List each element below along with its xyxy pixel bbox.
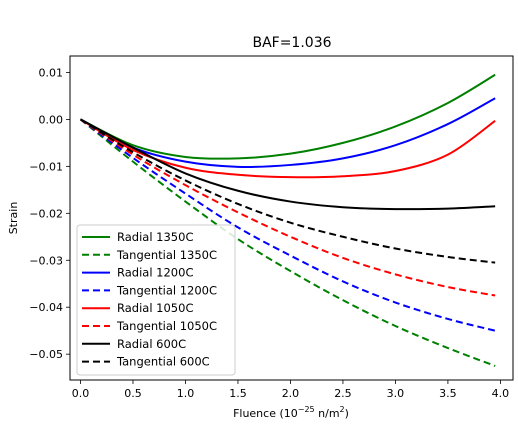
x-tick-label: 2.0 <box>282 387 300 400</box>
y-tick-label: 0.00 <box>39 113 64 126</box>
series-line-0 <box>80 73 496 160</box>
y-axis-label: Strain <box>7 202 20 235</box>
legend-label: Tangential 1050C <box>116 319 217 333</box>
legend: Radial 1350C Tangential 1350C Radial 1200C… <box>76 224 236 376</box>
y-tick-label: −0.03 <box>29 254 63 267</box>
chart-title: BAF=1.036 <box>252 35 331 51</box>
x-tick-label: 1.5 <box>229 387 247 400</box>
x-axis-label: Fluence (10−25 n/m2) <box>233 405 349 420</box>
legend-label: Tangential 1350C <box>116 248 217 262</box>
y-tick-label: −0.05 <box>29 348 63 361</box>
y-tick-label: −0.04 <box>29 301 63 314</box>
x-axis-ticks: 0.0 0.5 1.0 1.5 2.0 2.5 3.0 3.5 4.0 <box>72 380 509 400</box>
x-axis-label-unit: n/m <box>315 407 340 420</box>
x-tick-label: 0.0 <box>72 387 90 400</box>
x-tick-label: 1.0 <box>177 387 195 400</box>
x-tick-label: 3.0 <box>387 387 405 400</box>
x-axis-label-unit-exponent: 2 <box>340 405 345 414</box>
series-line-6 <box>80 118 496 211</box>
x-tick-label: 2.5 <box>334 387 352 400</box>
plot-frame <box>69 55 514 381</box>
legend-label: Radial 1200C <box>117 266 193 280</box>
y-tick-label: −0.01 <box>29 160 63 173</box>
legend-box <box>76 224 236 376</box>
legend-label: Radial 1350C <box>117 230 193 244</box>
legend-label: Radial 1050C <box>117 301 193 315</box>
x-axis-label-prefix: Fluence (10 <box>233 407 298 420</box>
x-axis-label-exponent: −25 <box>298 405 315 414</box>
y-tick-label: 0.01 <box>39 66 64 79</box>
legend-label: Radial 600C <box>117 337 186 351</box>
x-axis-label-close: ) <box>345 407 349 420</box>
y-tick-label: −0.02 <box>29 207 63 220</box>
y-axis-ticks: 0.01 0.00 −0.01 −0.02 −0.03 −0.04 −0.05 <box>29 66 70 361</box>
x-tick-label: 4.0 <box>492 387 510 400</box>
series-line-5 <box>79 118 496 297</box>
series-line-2 <box>80 97 496 168</box>
x-tick-label: 0.5 <box>124 387 142 400</box>
series-line-7 <box>79 118 496 264</box>
legend-label: Tangential 600C <box>116 355 210 369</box>
plot-lines <box>79 73 496 367</box>
series-line-1 <box>79 118 496 367</box>
x-tick-label: 3.5 <box>439 387 457 400</box>
legend-label: Tangential 1200C <box>116 283 217 297</box>
